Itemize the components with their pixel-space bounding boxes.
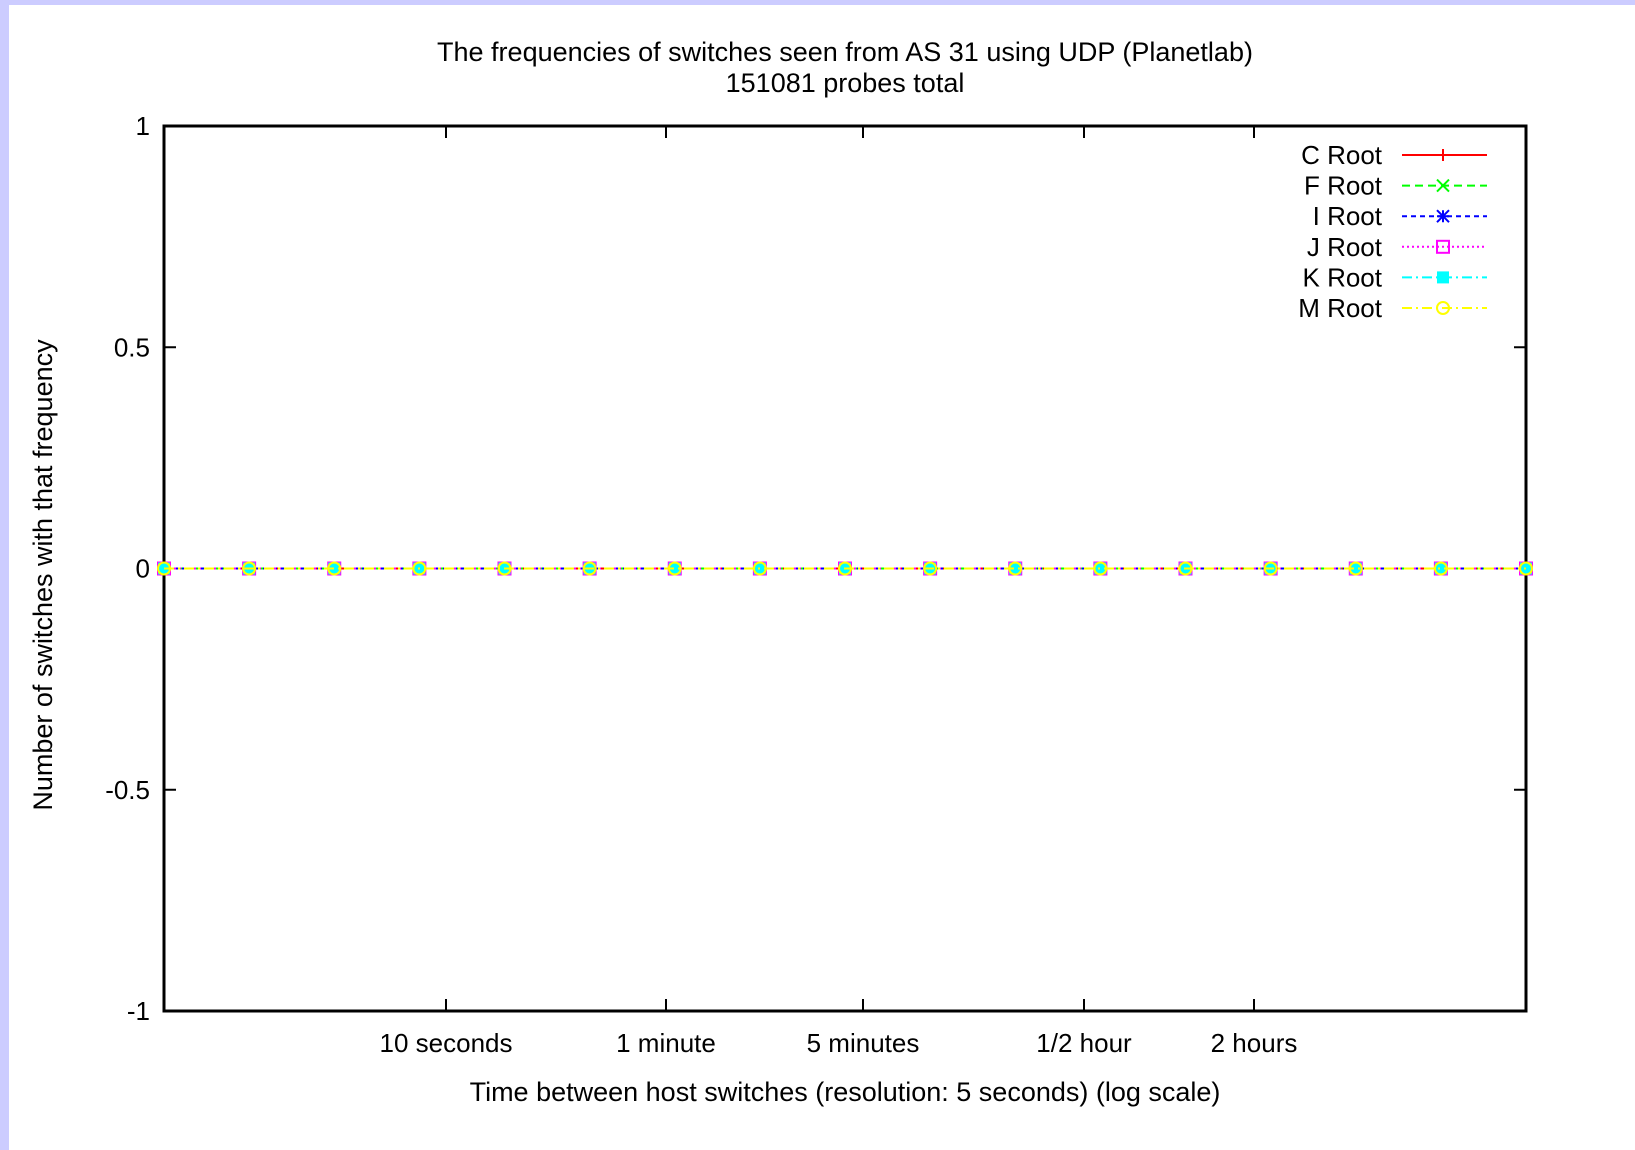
point-marker	[1436, 178, 1450, 193]
point-marker	[1437, 149, 1449, 161]
point-marker	[1436, 239, 1450, 254]
legend-label: M Root	[1298, 293, 1383, 323]
point-marker	[1094, 562, 1107, 575]
legend-item: M Root	[1298, 293, 1487, 323]
point-marker	[1436, 301, 1450, 315]
point-marker	[752, 561, 767, 576]
legend-label: C Root	[1301, 140, 1383, 170]
point-marker	[1348, 561, 1363, 576]
series-m-root	[157, 561, 1533, 576]
x-tick-label: 1/2 hour	[1036, 1028, 1132, 1058]
y-tick-label: 0.5	[114, 332, 150, 362]
point-marker	[1434, 562, 1447, 575]
x-axis-label: Time between host switches (resolution: …	[470, 1077, 1221, 1107]
axes: 1 0.5 0 -0.5 -1 10 seconds 1 minute 5 minutes 1/…	[105, 111, 1528, 1058]
x-tick-label: 1 minute	[616, 1028, 716, 1058]
point-marker	[1436, 209, 1450, 223]
chart-title: The frequencies of switches seen from AS…	[437, 37, 1253, 67]
point-marker	[1093, 561, 1108, 576]
legend-item: J Root	[1307, 232, 1487, 262]
point-marker	[1009, 562, 1022, 575]
legend-label: I Root	[1313, 201, 1383, 231]
point-marker	[328, 562, 341, 575]
chart-subtitle: 151081 probes total	[726, 68, 965, 98]
legend-label: F Root	[1304, 171, 1383, 201]
point-marker	[1178, 561, 1193, 576]
y-tick-label: 0	[136, 554, 150, 584]
legend-item: K Root	[1303, 262, 1487, 292]
point-marker	[668, 562, 681, 575]
point-marker	[1437, 271, 1449, 284]
line-chart: The frequencies of switches seen from AS…	[28, 37, 1533, 1107]
point-marker	[1519, 561, 1533, 576]
series-layer	[157, 561, 1533, 576]
point-marker	[1263, 561, 1278, 576]
x-tick-label: 5 minutes	[807, 1028, 920, 1058]
y-tick-label: 1	[136, 111, 150, 141]
point-marker	[327, 561, 342, 576]
point-marker	[582, 561, 597, 576]
legend-label: J Root	[1307, 232, 1383, 262]
point-marker	[412, 561, 427, 576]
point-marker	[497, 561, 512, 576]
point-marker	[1433, 561, 1448, 576]
point-marker	[157, 561, 171, 576]
y-tick-label: -0.5	[105, 775, 150, 805]
y-axis-label: Number of switches with that frequency	[28, 339, 58, 811]
legend-item: I Root	[1313, 201, 1487, 231]
point-marker	[242, 561, 257, 576]
x-tick-label: 10 seconds	[380, 1028, 513, 1058]
point-marker	[1008, 561, 1023, 576]
point-marker	[838, 561, 852, 576]
x-tick-label: 2 hours	[1211, 1028, 1298, 1058]
legend-item: F Root	[1304, 171, 1487, 201]
chart-frame: The frequencies of switches seen from AS…	[9, 5, 1635, 1150]
legend-label: K Root	[1303, 262, 1383, 292]
point-marker	[1349, 562, 1362, 575]
point-marker	[923, 561, 938, 576]
y-tick-label: -1	[127, 996, 150, 1026]
legend-item: C Root	[1301, 140, 1487, 170]
point-marker	[667, 561, 682, 576]
